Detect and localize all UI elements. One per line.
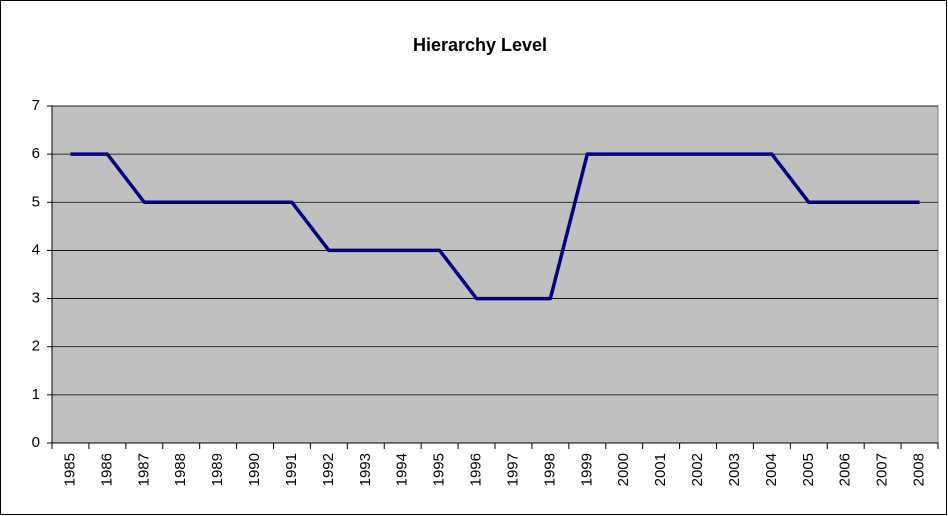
chart-title: Hierarchy Level <box>413 35 547 55</box>
x-tick-label: 1985 <box>61 453 78 486</box>
line <box>70 152 920 301</box>
x-tick-label: 2001 <box>652 453 669 486</box>
x-tick-label: 1988 <box>172 453 189 486</box>
x-tick-label: 2003 <box>726 453 743 486</box>
x-tick-label: 1987 <box>135 453 152 486</box>
plot-area <box>51 105 939 444</box>
x-tick-label: 2002 <box>689 453 706 486</box>
y-tick-label: 6 <box>32 145 40 162</box>
x-tick-label: 1986 <box>98 453 115 486</box>
x-tick-label: 2007 <box>874 453 891 486</box>
y-tick-label: 5 <box>32 193 40 210</box>
x-tick-label: 1991 <box>283 453 300 486</box>
y-tick-label: 7 <box>32 97 40 114</box>
y-tick-label: 1 <box>32 386 40 403</box>
y-tick-label: 4 <box>32 241 40 258</box>
x-tick-label: 1995 <box>431 453 448 486</box>
x-tick-label: 1990 <box>246 453 263 486</box>
x-tick-label: 1999 <box>578 453 595 486</box>
x-tick-label: 2006 <box>837 453 854 486</box>
x-tick-label: 1993 <box>357 453 374 486</box>
x-tick-label: 2000 <box>615 453 632 486</box>
x-tick-label: 1998 <box>541 453 558 486</box>
x-tick-label: 1996 <box>468 453 485 486</box>
x-tick-label: 2008 <box>911 453 928 486</box>
y-tick-label: 2 <box>32 338 40 355</box>
x-tick-label: 1989 <box>209 453 226 486</box>
x-tick-label: 1992 <box>320 453 337 486</box>
y-tick-label: 0 <box>32 434 40 451</box>
x-tick-label: 1994 <box>394 453 411 486</box>
x-tick-label: 2004 <box>763 453 780 486</box>
y-tick-label: 3 <box>32 290 40 307</box>
x-tick-label: 2005 <box>800 453 817 486</box>
x-tick-label: 1997 <box>504 453 521 486</box>
